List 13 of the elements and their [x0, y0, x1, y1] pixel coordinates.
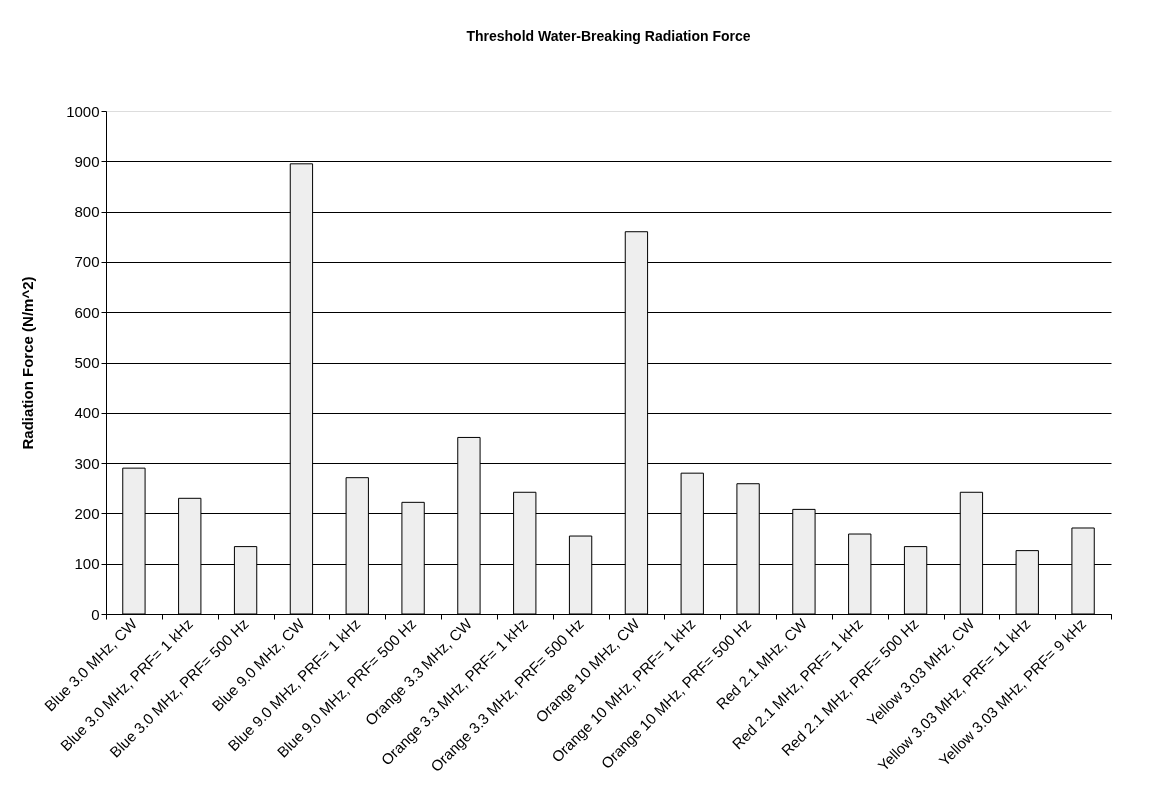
y-tick-label: 100 [74, 555, 100, 573]
y-tick-label: 900 [74, 152, 100, 170]
y-tick-label: 0 [91, 605, 100, 623]
y-tick-label: 400 [74, 404, 100, 422]
chart-title: Threshold Water-Breaking Radiation Force [466, 28, 751, 44]
y-tick-label: 600 [74, 303, 100, 321]
y-tick-label: 800 [74, 203, 100, 221]
y-axis-title: Radiation Force (N/m^2) [19, 276, 37, 450]
y-tick-label: 200 [74, 504, 100, 522]
y-tick-label: 300 [74, 454, 100, 472]
y-tick-label: 700 [74, 253, 100, 271]
y-tick-label: 500 [74, 354, 100, 371]
y-tick-label: 1000 [66, 102, 100, 120]
